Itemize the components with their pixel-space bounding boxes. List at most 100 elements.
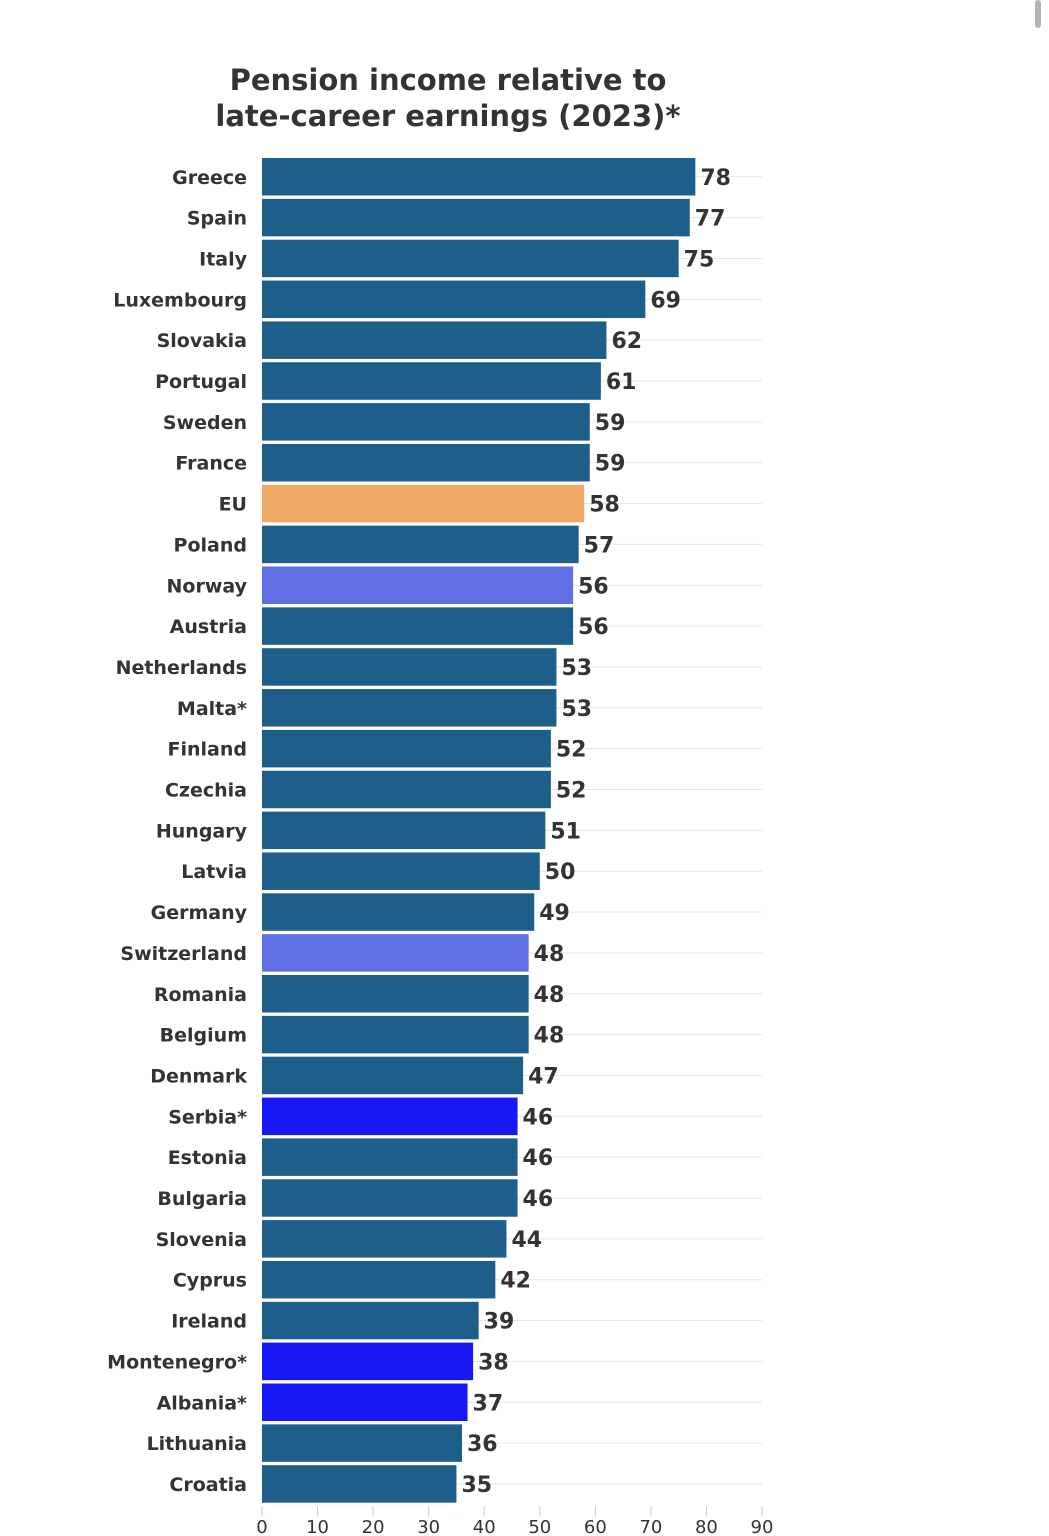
bar	[262, 1097, 518, 1136]
category-label: EU	[219, 494, 247, 516]
bar	[262, 280, 646, 319]
category-label: Italy	[199, 248, 247, 270]
data-label: 42	[500, 1269, 531, 1294]
bar	[262, 1015, 529, 1054]
data-label: 61	[606, 370, 637, 395]
x-tick-label: 90	[751, 1517, 774, 1536]
bar	[262, 729, 551, 768]
data-label: 57	[584, 533, 615, 558]
data-label: 59	[595, 411, 626, 436]
category-label: Croatia	[169, 1474, 247, 1496]
data-label: 62	[611, 329, 642, 354]
bar	[262, 975, 529, 1013]
bar	[262, 1383, 468, 1421]
data-label: 78	[700, 166, 731, 191]
scrollbar-thumb[interactable]	[1035, 0, 1041, 28]
category-label: Slovakia	[157, 330, 247, 352]
bar	[262, 566, 574, 604]
category-label: Romania	[154, 984, 247, 1006]
x-tick-label: 10	[306, 1517, 329, 1536]
data-label: 52	[556, 779, 587, 804]
data-label: 69	[650, 288, 681, 313]
bar	[262, 607, 574, 645]
category-label: Estonia	[168, 1147, 247, 1169]
data-label: 36	[467, 1432, 498, 1457]
data-label: 48	[534, 1024, 565, 1049]
data-label: 59	[595, 452, 626, 477]
bar	[262, 525, 579, 564]
x-tick-label: 50	[528, 1517, 551, 1536]
bar	[262, 1342, 474, 1381]
bar	[262, 403, 590, 441]
bar	[262, 1220, 507, 1258]
bar	[262, 239, 679, 278]
data-label: 77	[695, 207, 726, 232]
category-label: Spain	[187, 208, 247, 230]
x-tick-label: 20	[362, 1517, 385, 1536]
data-label: 52	[556, 738, 587, 763]
bar	[262, 158, 696, 196]
data-label: 50	[545, 860, 576, 885]
x-tick-label: 70	[639, 1517, 662, 1536]
category-label: Latvia	[181, 861, 247, 883]
data-label: 56	[578, 615, 609, 640]
data-label: 53	[561, 697, 592, 722]
category-label: Serbia*	[168, 1106, 247, 1128]
data-label: 48	[534, 983, 565, 1008]
data-label: 37	[473, 1391, 504, 1416]
bar	[262, 811, 546, 850]
category-label: Ireland	[171, 1311, 247, 1333]
bar	[262, 443, 590, 482]
data-label: 58	[589, 493, 620, 518]
data-label: 56	[578, 574, 609, 599]
data-label: 46	[523, 1105, 554, 1130]
data-label: 48	[534, 942, 565, 967]
category-label: Germany	[151, 902, 248, 924]
category-label: Greece	[172, 167, 247, 189]
category-label: Lithuania	[147, 1433, 247, 1455]
category-label: Malta*	[177, 698, 247, 720]
data-label: 53	[561, 656, 592, 681]
category-label: Albania*	[157, 1392, 247, 1414]
category-label: Cyprus	[173, 1270, 247, 1292]
data-label: 47	[528, 1064, 559, 1089]
bar	[262, 1424, 462, 1462]
category-label: Poland	[174, 534, 247, 556]
bar	[262, 484, 585, 523]
data-label: 44	[511, 1228, 542, 1253]
category-label: Bulgaria	[157, 1188, 247, 1210]
bar	[262, 362, 601, 400]
category-label: Belgium	[160, 1025, 247, 1047]
chart-title: Pension income relative to late-career e…	[150, 62, 746, 134]
data-label: 39	[484, 1310, 515, 1335]
bar	[262, 648, 557, 686]
bar	[262, 1465, 457, 1503]
data-label: 46	[523, 1146, 554, 1171]
category-label: Slovenia	[156, 1229, 247, 1251]
bar	[262, 689, 557, 727]
category-label: Luxembourg	[113, 289, 247, 311]
data-label: 46	[523, 1187, 554, 1212]
category-label: Finland	[168, 739, 247, 761]
bar	[262, 1179, 518, 1217]
data-label: 75	[684, 247, 715, 272]
bar	[262, 770, 551, 809]
category-label: Norway	[167, 575, 248, 597]
data-label: 35	[461, 1473, 492, 1498]
category-label: Sweden	[163, 412, 247, 434]
category-label: Netherlands	[116, 657, 247, 679]
data-label: 51	[550, 819, 581, 844]
category-label: Hungary	[156, 820, 248, 842]
bar	[262, 1056, 524, 1095]
category-label: Denmark	[150, 1065, 247, 1087]
category-label: France	[175, 453, 247, 475]
category-label: Portugal	[155, 371, 247, 393]
x-tick-label: 30	[417, 1517, 440, 1536]
bar	[262, 1138, 518, 1176]
category-label: Austria	[170, 616, 247, 638]
x-tick-label: 80	[695, 1517, 718, 1536]
category-label: Czechia	[165, 780, 247, 802]
bar	[262, 198, 690, 237]
bar	[262, 893, 535, 931]
